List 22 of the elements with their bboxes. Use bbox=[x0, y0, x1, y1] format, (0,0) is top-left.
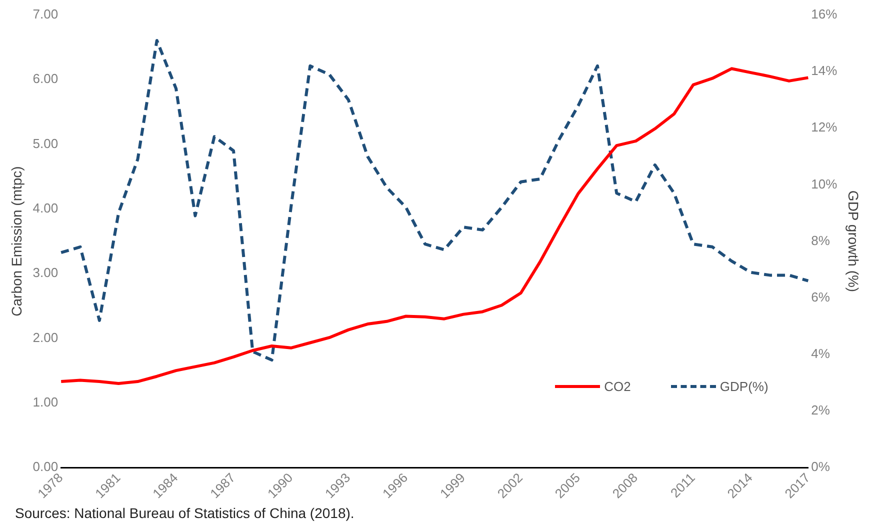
y-tick-label: 5.00 bbox=[32, 136, 58, 151]
y2-tick-label: 10% bbox=[811, 176, 838, 192]
y-tick-label: 1.00 bbox=[32, 394, 58, 410]
source-note: Sources: National Bureau of Statistics of China (2018). bbox=[15, 505, 356, 521]
y2-tick-label: 4% bbox=[811, 346, 830, 361]
y2-axis-title: GDP growth (%) bbox=[846, 190, 862, 292]
y2-tick-label: 2% bbox=[811, 402, 830, 418]
legend-label: CO2 bbox=[604, 378, 631, 394]
y-tick-label: 7.00 bbox=[32, 6, 58, 22]
y-tick-label: 4.00 bbox=[32, 200, 58, 216]
y-tick-label: 2.00 bbox=[32, 330, 58, 345]
legend-label: GDP(%) bbox=[720, 378, 768, 394]
y2-tick-label: 8% bbox=[811, 232, 830, 248]
y2-tick-label: 12% bbox=[811, 120, 838, 135]
y-tick-label: 3.00 bbox=[32, 265, 58, 280]
y2-tick-label: 6% bbox=[811, 289, 830, 304]
y2-tick-label: 0% bbox=[811, 459, 830, 474]
y-axis-title: Carbon Emission (mtpc) bbox=[8, 166, 24, 316]
y2-tick-label: 14% bbox=[811, 63, 838, 78]
y-tick-label: 0.00 bbox=[32, 459, 58, 474]
y-tick-label: 6.00 bbox=[32, 71, 58, 86]
y2-tick-label: 16% bbox=[811, 6, 838, 22]
